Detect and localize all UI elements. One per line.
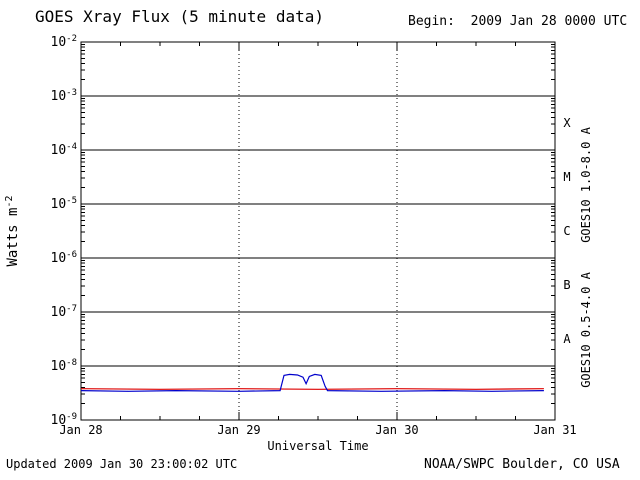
- series-line-1: [80, 373, 544, 392]
- y-tick-label: 10-3: [51, 88, 78, 104]
- updated-timestamp: Updated 2009 Jan 30 23:00:02 UTC: [6, 457, 237, 471]
- y-tick-label: 10-2: [51, 34, 78, 50]
- credit-label: NOAA/SWPC Boulder, CO USA: [424, 457, 620, 472]
- y-tick-labels: 10-2 10-3 10-4 10-5 10-6 10-7 10-8 10-9: [51, 34, 78, 428]
- decade-gridlines: [81, 95, 555, 367]
- x-axis-title: Universal Time: [267, 439, 368, 453]
- flare-class-label: M: [563, 170, 570, 184]
- x-tick-labels: Jan 28 Jan 29 Jan 30 Jan 31: [59, 423, 576, 437]
- plot-frame: [80, 41, 556, 421]
- axis-ticks: [81, 42, 555, 420]
- chart-title: GOES Xray Flux (5 minute data): [35, 7, 324, 26]
- y-tick-label: 10-8: [51, 358, 78, 374]
- y-tick-label: 10-5: [51, 196, 78, 212]
- flare-class-label: C: [563, 224, 570, 238]
- x-tick-label: Jan 30: [375, 423, 418, 437]
- y-axis-title: Watts m-2: [4, 195, 21, 266]
- right-series-labels: GOES10 1.0-8.0 A GOES10 0.5-4.0 A: [579, 126, 593, 387]
- y-tick-label: 10-4: [51, 142, 78, 158]
- right-series-label: GOES10 0.5-4.0 A: [579, 271, 593, 387]
- series-line-0: [80, 388, 544, 390]
- flare-class-label: A: [563, 332, 571, 346]
- y-tick-label: 10-7: [51, 304, 78, 320]
- flare-class-scale: X M C B A: [563, 116, 571, 346]
- x-tick-label: Jan 31: [533, 423, 576, 437]
- x-tick-label: Jan 28: [59, 423, 102, 437]
- right-series-label: GOES10 1.0-8.0 A: [579, 126, 593, 242]
- y-tick-label: 10-9: [51, 412, 78, 428]
- day-gridlines: [238, 42, 398, 420]
- flux-series: [80, 373, 544, 392]
- begin-timestamp: Begin: 2009 Jan 28 0000 UTC: [408, 14, 627, 29]
- flare-class-label: B: [563, 278, 570, 292]
- flare-class-label: X: [563, 116, 571, 130]
- y-tick-label: 10-6: [51, 250, 78, 266]
- x-tick-label: Jan 29: [217, 423, 260, 437]
